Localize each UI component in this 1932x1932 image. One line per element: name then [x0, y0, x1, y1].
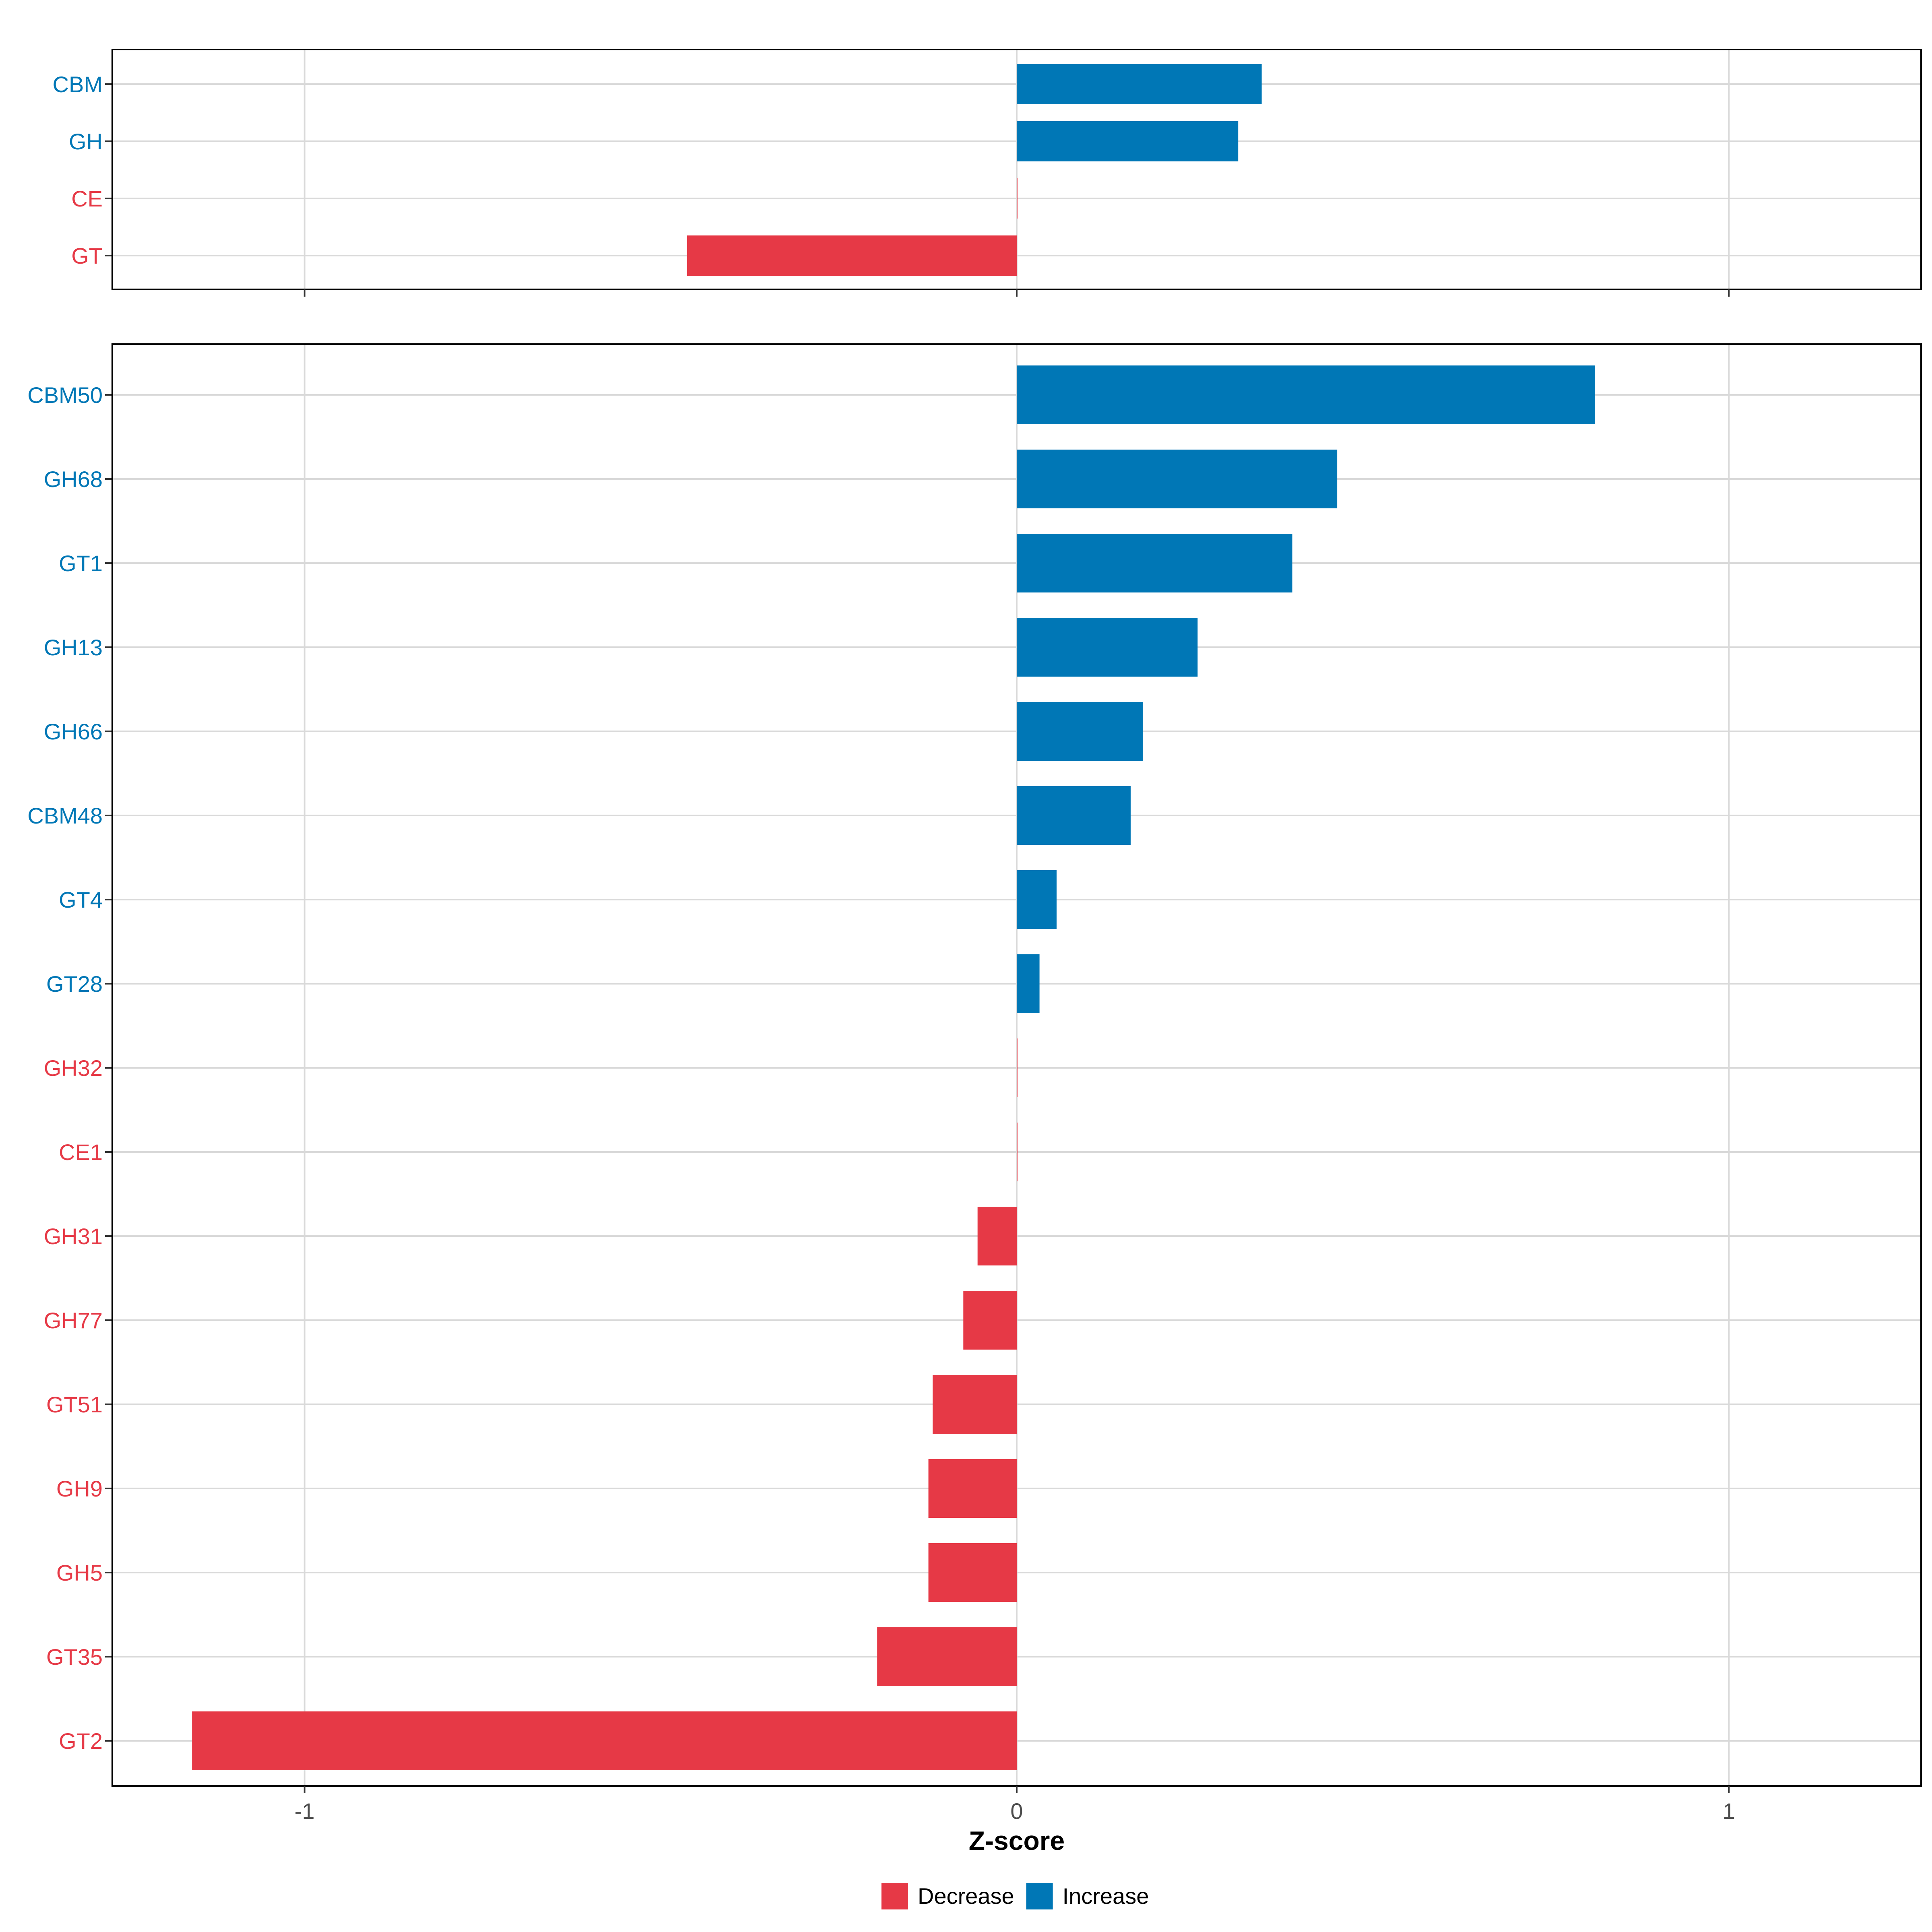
panel-2: CBM50 GH68 GT1 GH13 GH66 CBM48 GT4 GT28 GH32 CE1 G…: [27, 343, 1922, 1824]
bar-gh68: [1017, 450, 1338, 508]
bar-gh: [1017, 121, 1238, 161]
bar-gt: [687, 235, 1017, 276]
legend-label: Decrease: [918, 1883, 1014, 1909]
bar-gt51: [933, 1375, 1017, 1434]
y-tick-label: GT4: [59, 887, 103, 912]
y-tick-label: GT: [71, 243, 103, 268]
y-tick-label: CE1: [59, 1139, 103, 1165]
y-tick-label: GH: [69, 129, 103, 154]
bar-gt2: [192, 1711, 1017, 1770]
bar-ce1: [1017, 1123, 1018, 1181]
y-tick-label: GT2: [59, 1728, 103, 1754]
x-tick-label: 1: [1723, 1798, 1735, 1824]
y-tick-label: GH66: [44, 719, 103, 744]
legend-item-increase: Increase: [1026, 1883, 1149, 1909]
bar-gt35: [877, 1627, 1017, 1686]
y-tick-label: GT1: [59, 551, 103, 576]
panels: CBM GH CE GT CBM50 GH68 GT1 GH13 GH66 CBM48 GT4 GT2…: [27, 49, 1922, 1824]
legend-item-decrease: Decrease: [881, 1883, 1014, 1909]
bar-cbm50: [1017, 365, 1595, 424]
y-tick-label: GH9: [56, 1476, 103, 1501]
y-tick-label: CBM50: [27, 382, 103, 408]
bar-gh66: [1017, 702, 1143, 761]
y-tick-label: GT51: [46, 1392, 103, 1417]
legend-swatch: [1026, 1883, 1053, 1909]
y-tick-label: GH31: [44, 1224, 103, 1249]
y-tick-label: GH5: [56, 1560, 103, 1585]
y-tick-label: GH68: [44, 466, 103, 492]
y-tick-label: CBM48: [27, 803, 103, 828]
panel-1: CBM GH CE GT: [53, 49, 1922, 297]
bar-gt1: [1017, 534, 1292, 592]
bar-gt4: [1017, 870, 1057, 929]
y-tick-label: GT28: [46, 971, 103, 997]
x-axis-title: Z-score: [969, 1826, 1065, 1856]
bar-gt28: [1017, 954, 1040, 1013]
y-tick-label: GH77: [44, 1308, 103, 1333]
y-tick-label: CE: [71, 186, 103, 211]
bar-gh32: [1017, 1038, 1018, 1097]
bar-cbm48: [1017, 786, 1131, 845]
y-tick-label: GT35: [46, 1644, 103, 1670]
bar-gh13: [1017, 618, 1198, 677]
x-tick-label: -1: [295, 1798, 315, 1824]
bar-gh9: [928, 1459, 1017, 1518]
legend-label: Increase: [1063, 1883, 1149, 1909]
bar-ce: [1017, 178, 1018, 219]
x-tick-label: 0: [1010, 1798, 1023, 1824]
bar-cbm: [1017, 64, 1262, 104]
y-tick-label: CBM: [53, 72, 103, 97]
y-tick-label: GH32: [44, 1055, 103, 1081]
bar-gh77: [963, 1291, 1017, 1350]
legend: Decrease Increase: [881, 1883, 1149, 1909]
legend-swatch: [881, 1883, 908, 1909]
bar-gh31: [977, 1207, 1017, 1265]
y-tick-label: GH13: [44, 635, 103, 660]
bar-gh5: [928, 1543, 1017, 1602]
